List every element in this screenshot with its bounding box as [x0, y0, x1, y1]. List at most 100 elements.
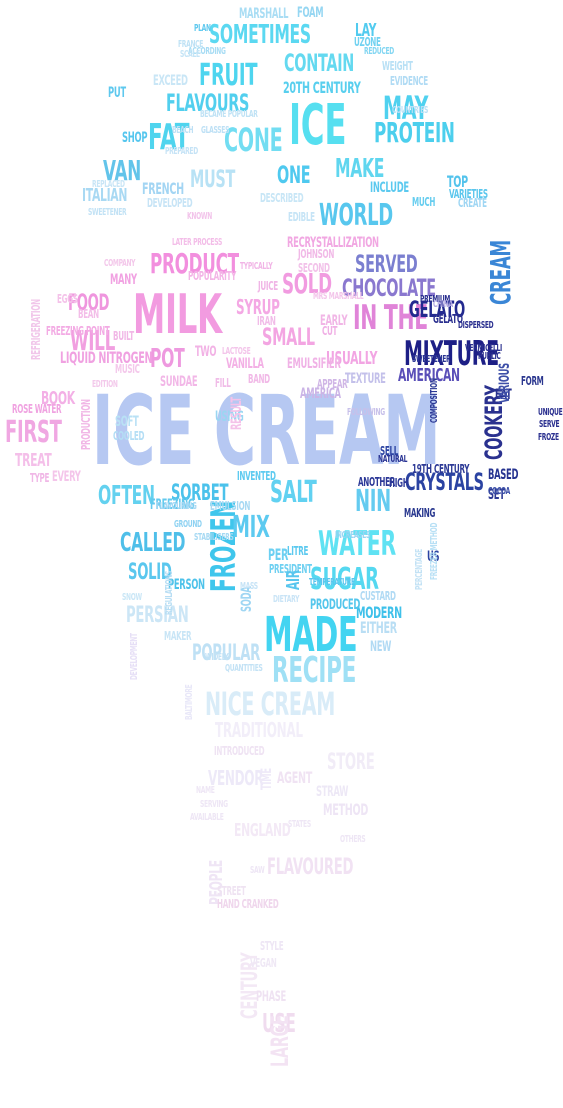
word-name: NAME	[196, 785, 215, 796]
word-edition: EDITION	[92, 379, 118, 390]
word-top: TOP	[447, 172, 468, 191]
word-snow: SNOW	[122, 592, 142, 603]
word-usually: USUALLY	[326, 348, 378, 369]
word-every: EVERY	[52, 469, 81, 485]
word-fruit: FRUIT	[199, 58, 258, 93]
word-texture: TEXTURE	[345, 371, 386, 387]
word-developed: DEVELOPED	[147, 196, 193, 210]
word-ground: GROUND	[174, 519, 202, 530]
word-form: FORM	[521, 374, 544, 388]
word-van: VAN	[103, 154, 142, 187]
word-dietary: DIETARY	[273, 594, 300, 605]
word-world: WORLD	[319, 198, 393, 233]
word-emulsion: EMULSION	[210, 499, 251, 513]
word-freezer-method: FREEZER METHOD	[429, 522, 440, 580]
word-set: SET	[488, 487, 505, 503]
word-two: TWO	[195, 344, 217, 360]
word-sugar: SUGAR	[310, 562, 379, 597]
word-method: METHOD	[323, 800, 369, 819]
word-iran: IRAN	[257, 314, 276, 328]
word-serve: SERVE	[539, 419, 560, 430]
word-type: TYPE	[30, 471, 50, 485]
word-per: PER	[268, 545, 289, 564]
word-air: AIR	[283, 570, 304, 590]
word-may: MAY	[383, 89, 429, 127]
word-made: MADE	[264, 607, 358, 663]
word-popular: POPULAR	[192, 641, 260, 666]
word-beach: BEACH	[172, 125, 194, 136]
word-pot: POT	[150, 344, 185, 374]
word-cut: CUT	[322, 324, 338, 338]
word-company: COMPANY	[104, 258, 136, 269]
word-vegan: VEGAN	[250, 956, 277, 970]
word-protein: PROTEIN	[374, 116, 455, 149]
word-litre: LITRE	[287, 544, 309, 558]
word-often: OFTEN	[98, 481, 155, 511]
word-baltimore: BALTIMORE	[184, 684, 195, 720]
word-rose-water: ROSE WATER	[12, 402, 62, 416]
word-high: HIGH	[389, 476, 409, 490]
word-prepared: PREPARED	[165, 146, 198, 157]
word-cream: CREAM	[484, 240, 517, 305]
word-based: BASED	[488, 467, 519, 483]
word-refrigeration: REFRIGERATION	[29, 299, 43, 360]
word-appear: APPEAR	[317, 377, 348, 391]
word-19th-century: 19TH CENTURY	[412, 462, 470, 476]
word-vermicelli: VERMICELLI	[465, 343, 502, 354]
word-phase: PHASE	[256, 989, 286, 1005]
word-maker: MAKER	[164, 629, 192, 643]
word-lay: LAY	[355, 20, 377, 41]
word-syrup: SYRUP	[236, 295, 280, 319]
word-mass: MASS	[240, 581, 258, 592]
word-natural: NATURAL	[378, 454, 408, 465]
word-street: STREET	[217, 884, 246, 898]
word-cooled: COOLED	[113, 429, 145, 443]
word-sometimes: SOMETIMES	[209, 20, 311, 50]
word-mix: MIX	[232, 510, 270, 545]
word-built: BUILT	[113, 329, 134, 343]
word-persian: PERSIAN	[126, 603, 189, 628]
word-dispersed: DISPERSED	[458, 320, 494, 331]
word-vanilla: VANILLA	[226, 356, 264, 372]
word-nin: NIN	[355, 484, 391, 519]
word-served: SERVED	[355, 250, 418, 278]
word-later-process: LATER PROCESS	[172, 237, 222, 248]
word-solid: SOLID	[128, 560, 172, 585]
word-emulsifier: EMULSIFIER	[287, 356, 341, 372]
word-straw: STRAW	[316, 784, 349, 800]
word-typically: TYPICALLY	[240, 261, 273, 272]
word-contain: CONTAIN	[284, 49, 355, 77]
word-in-the: IN THE	[353, 298, 428, 338]
word-produced: PRODUCED	[310, 597, 361, 613]
word-foam: FOAM	[297, 5, 324, 21]
word-ice-cream: ICE CREAM	[92, 375, 441, 487]
word-countries: COUNTRIES	[392, 105, 429, 116]
word-put: PUT	[108, 85, 126, 101]
word-store: STORE	[327, 750, 375, 775]
word-france: FRANCE	[178, 39, 204, 50]
word-sold: SOLD	[282, 267, 332, 300]
word-band: BAND	[248, 372, 270, 386]
word-unique: UNIQUE	[538, 407, 563, 418]
word-regulations: REGULATIONS	[164, 571, 175, 615]
word-custard: CUSTARD	[360, 589, 396, 603]
word-many: MANY	[110, 272, 137, 288]
word-bean: BEAN	[78, 307, 99, 321]
word-milk: MILK	[133, 283, 222, 346]
word-make: MAKE	[335, 154, 385, 184]
word-production: PRODUCTION	[79, 399, 93, 450]
word-sweetener: SWEETENER	[88, 207, 127, 218]
word-time: TIME	[259, 768, 275, 790]
word-evidence: EVIDENCE	[390, 74, 428, 88]
word-temperature: TEMPERATURE	[309, 577, 355, 588]
word-crystals: CRYSTALS	[405, 468, 484, 496]
word-either: EITHER	[360, 618, 397, 637]
word-public: PUBLIC	[478, 351, 501, 362]
word-development: DEVELOPMENT	[129, 633, 140, 680]
word-scale: SCALE	[180, 49, 200, 60]
word-food: FOOD	[68, 291, 110, 316]
word-johnson: JOHNSON	[298, 247, 335, 261]
word-cone: CONE	[224, 121, 283, 159]
word-early: EARLY	[320, 313, 348, 329]
word-following: FOLLOWING	[347, 407, 385, 418]
